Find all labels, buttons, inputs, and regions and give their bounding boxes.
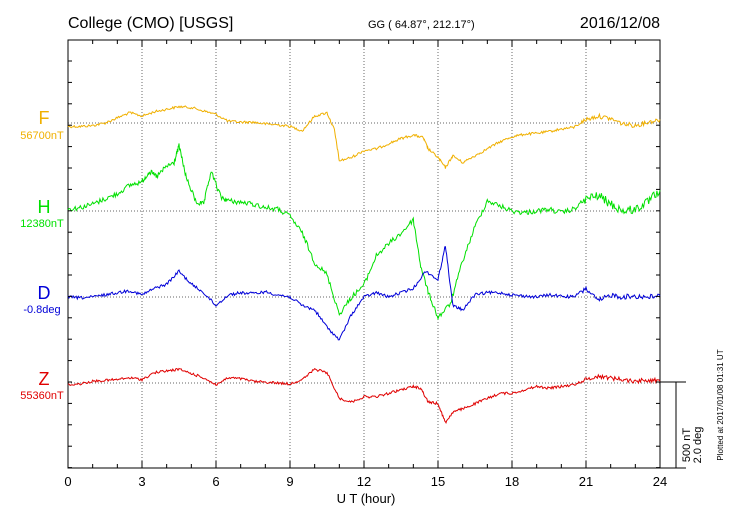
series-line-H [67, 143, 661, 321]
component-label-Z: Z [39, 369, 50, 389]
x-tick-label-15: 15 [431, 474, 445, 489]
x-tick-label-18: 18 [505, 474, 519, 489]
station-title: College (CMO) [USGS] [68, 15, 233, 32]
series-line-Z [67, 367, 661, 425]
scale-bar-deg-label: 2.0 deg [692, 427, 704, 464]
x-tick-label-3: 3 [138, 474, 145, 489]
component-label-D: D [38, 283, 51, 303]
baseline-value-Z: 55360nT [20, 390, 64, 402]
x-tick-label-21: 21 [579, 474, 593, 489]
component-label-F: F [39, 108, 50, 128]
coordinates-label: GG ( 64.87°, 212.17°) [368, 19, 475, 31]
x-tick-label-24: 24 [653, 474, 667, 489]
x-tick-label-6: 6 [212, 474, 219, 489]
grid-lines [141, 40, 587, 468]
series-layer [67, 105, 661, 425]
x-axis-label: U T (hour) [337, 491, 396, 506]
series-line-F [67, 105, 661, 169]
x-tick-label-0: 0 [64, 474, 71, 489]
baseline-value-F: 56700nT [20, 130, 64, 142]
x-tick-layer: 0 3 6 9 12 15 18 21 24 [64, 40, 667, 489]
baseline-value-D: -0.8deg [23, 304, 60, 316]
date-label: 2016/12/08 [580, 15, 660, 32]
scale-bar: 500 nT 2.0 deg [660, 381, 704, 469]
component-label-H: H [38, 197, 51, 217]
scale-bar-nt-label: 500 nT [681, 428, 693, 463]
plotted-timestamp: Plotted at 2017/01/08 01:31 UT [716, 349, 725, 460]
series-line-D [67, 246, 661, 341]
baseline-value-H: 12380nT [20, 218, 64, 230]
x-tick-label-12: 12 [357, 474, 371, 489]
x-tick-label-9: 9 [286, 474, 293, 489]
